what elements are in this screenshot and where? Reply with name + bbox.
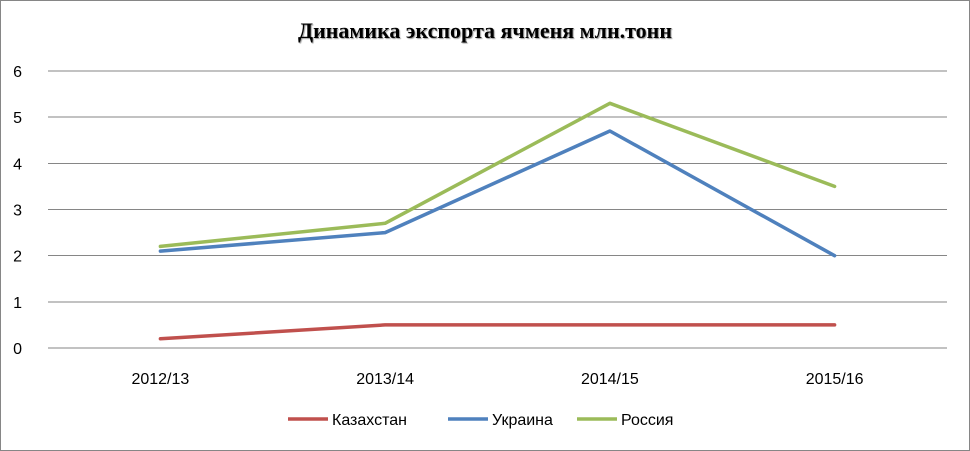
y-tick-label: 1 <box>13 295 22 312</box>
series-line-1 <box>158 323 837 341</box>
chart-title: Динамика экспорта ячменя млн.тонн <box>297 18 673 43</box>
x-tick-label: 2015/16 <box>806 371 864 388</box>
legend-label: Украина <box>492 412 553 429</box>
legend: Казахстан Украина Россия <box>288 412 673 429</box>
legend-label: Россия <box>621 412 673 429</box>
x-axis-ticks: 2012/13 2013/14 2014/15 2015/16 <box>131 371 863 388</box>
legend-label: Казахстан <box>332 412 407 429</box>
y-tick-label: 4 <box>13 156 22 173</box>
x-tick-label: 2012/13 <box>131 371 189 388</box>
y-tick-label: 2 <box>13 249 22 266</box>
y-tick-label: 5 <box>13 110 22 127</box>
series-line-2 <box>158 129 837 258</box>
series-line-3 <box>158 101 837 249</box>
y-tick-label: 0 <box>13 341 22 358</box>
y-tick-label: 3 <box>13 203 22 220</box>
x-tick-label: 2013/14 <box>356 371 414 388</box>
series-lines <box>158 101 837 341</box>
x-tick-label: 2014/15 <box>581 371 639 388</box>
gridlines <box>48 70 947 349</box>
y-tick-label: 6 <box>13 64 22 81</box>
y-axis-ticks: 0 1 2 3 4 5 6 <box>13 64 22 358</box>
